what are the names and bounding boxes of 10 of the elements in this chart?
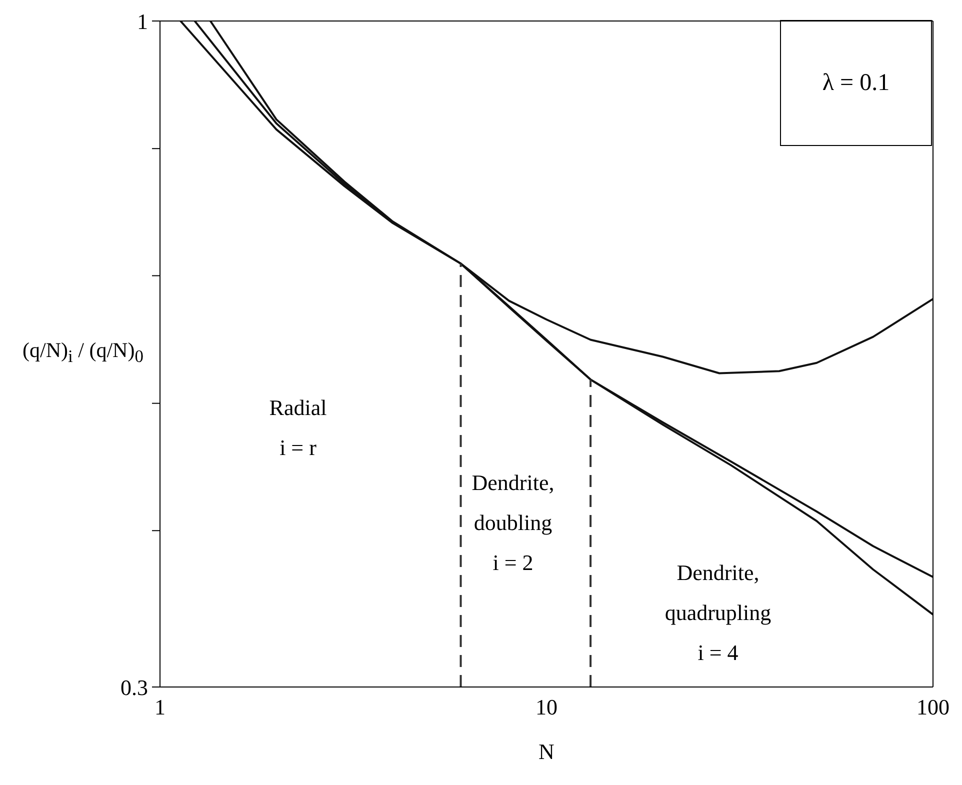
x-tick-label: 1 — [154, 694, 166, 720]
x-axis-title: N — [538, 739, 555, 764]
y-axis-title: (q/N)$_{i}$ / (q/N)$_{0}$ — [22, 338, 144, 368]
annotation: Dendrite, quadrupling i = 4 — [664, 559, 772, 667]
y-tick-label: 0.3 — [120, 674, 148, 700]
x-tick-label: 100 — [916, 694, 950, 720]
annotation: Dendrite, doubling i = 2 — [470, 469, 556, 577]
x-tick-label: 10 — [536, 694, 558, 720]
annotation: λ = 0.1 — [822, 70, 890, 96]
annotation: Radial i = r — [268, 394, 328, 462]
